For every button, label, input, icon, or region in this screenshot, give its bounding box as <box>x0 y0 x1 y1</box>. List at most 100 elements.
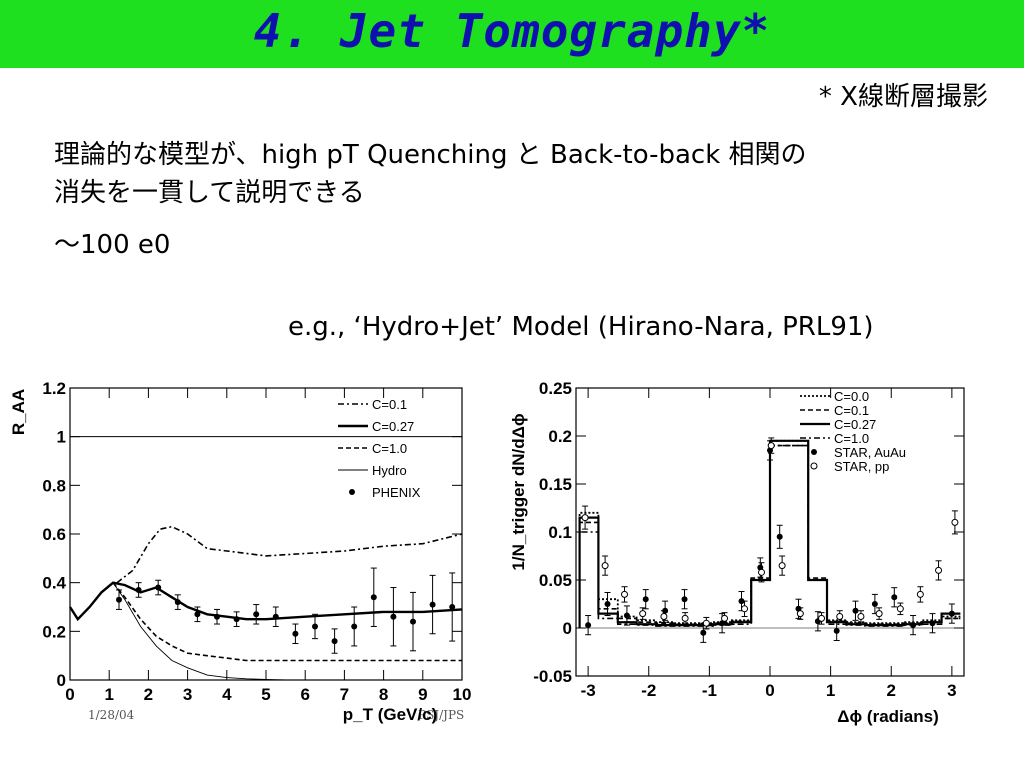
y-tick-label: 0.4 <box>42 574 66 593</box>
legend-marker <box>349 489 355 495</box>
x-tick-label: 6 <box>300 685 309 704</box>
y-tick-label: 1.2 <box>42 379 66 398</box>
example-text: e.g., ‘Hydro+Jet’ Model (Hirano-Nara, PR… <box>288 312 874 342</box>
phenix-point <box>449 604 456 610</box>
star-auau-point <box>948 610 955 617</box>
raa-chart: 0 1 2 3 4 5 6 7 8 9 10 0 0.2 0.4 0.6 0.8 1 1.2 C=0.1 C=0.27… <box>9 379 472 724</box>
phenix-point <box>135 586 142 593</box>
star-pp-point <box>836 612 844 620</box>
star-auau-point <box>738 598 745 605</box>
star-pp-point <box>875 610 883 618</box>
y-tick-label: 0.8 <box>42 476 66 495</box>
legend-label: C=0.27 <box>372 419 414 434</box>
x-tick-label: 3 <box>947 681 956 700</box>
legend-label: C=0.0 <box>834 389 869 404</box>
star-auau-point <box>585 622 592 629</box>
histogram-C027 <box>578 439 961 628</box>
phenix-point <box>351 623 358 630</box>
phenix-point <box>331 638 338 645</box>
y-tick-label: -0.05 <box>533 667 572 686</box>
star-pp-point <box>758 568 766 576</box>
x-tick-label: -1 <box>702 681 717 700</box>
y-tick-label: 0 <box>563 619 572 638</box>
x-tick-label: 2 <box>144 685 153 704</box>
star-pp-point <box>951 518 959 526</box>
phenix-point <box>194 611 201 618</box>
star-auau-point <box>929 620 936 627</box>
phenix-point <box>370 594 377 601</box>
star-pp-point <box>601 562 609 570</box>
legend-marker <box>810 462 818 470</box>
legend-label: STAR, AuAu <box>834 445 906 460</box>
phenix-point <box>292 630 299 637</box>
x-tick-label: 7 <box>340 685 349 704</box>
star-pp-point <box>916 590 924 598</box>
phenix-point <box>233 616 240 623</box>
x-axis-title: p_T (GeV/c) <box>343 705 437 724</box>
star-pp-point <box>741 605 749 613</box>
y-tick-label: 0.6 <box>42 525 66 544</box>
x-tick-label: 8 <box>379 685 388 704</box>
x-tick-label: -3 <box>581 681 596 700</box>
star-pp-point <box>702 619 710 627</box>
y-tick-label: 0.2 <box>548 427 572 446</box>
star-pp-point <box>818 614 826 622</box>
series-line-C10 <box>112 582 462 662</box>
x-axis-title: Δϕ (radians) <box>837 707 938 726</box>
phenix-point <box>312 623 318 630</box>
star-auau-point <box>833 627 840 634</box>
y-tick-label: 0.1 <box>548 523 572 542</box>
x-tick-label: 1 <box>104 685 113 704</box>
x-tick-label: 3 <box>183 685 192 704</box>
star-auau-point <box>891 594 898 601</box>
star-pp-point <box>778 562 786 570</box>
footnote-text: * X線断層撮影 <box>818 82 988 112</box>
legend-label: Hydro <box>372 463 407 478</box>
star-pp-point <box>660 612 668 620</box>
star-auau-point <box>642 596 649 603</box>
phenix-point <box>272 613 279 620</box>
x-tick-label: 1 <box>826 681 835 700</box>
title-bar <box>0 0 1024 68</box>
phenix-point <box>155 584 162 591</box>
star-pp-point <box>796 610 804 618</box>
phenix-point <box>116 596 122 603</box>
x-tick-label: 0 <box>765 681 774 700</box>
body-line-3: ～100 e0 <box>54 230 171 260</box>
y-axis-title: R_AA <box>9 389 28 435</box>
star-auau-point <box>871 601 878 607</box>
star-pp-point <box>639 610 647 618</box>
phenix-point <box>253 611 260 618</box>
star-auau-point <box>776 533 783 540</box>
legend-label: C=0.27 <box>834 417 876 432</box>
phenix-point <box>174 599 181 606</box>
x-tick-label: 4 <box>222 685 232 704</box>
legend-label: C=0.1 <box>834 403 869 418</box>
y-axis-title: 1/N_trigger dN/dΔϕ <box>509 413 528 570</box>
phenix-point <box>390 613 397 620</box>
star-pp-point <box>581 514 589 522</box>
legend-label: C=1.0 <box>372 441 407 456</box>
star-auau-point <box>681 596 688 603</box>
star-auau-point <box>910 622 917 629</box>
x-tick-label: -2 <box>641 681 656 700</box>
slide-title: 4. Jet Tomography* <box>253 4 771 58</box>
y-tick-label: 1 <box>57 428 66 447</box>
star-pp-point <box>935 566 943 574</box>
histogram-C01 <box>578 444 961 628</box>
footer-org: PSJ/JPS <box>418 708 465 722</box>
star-pp-point <box>621 590 628 598</box>
star-auau-point <box>623 612 630 619</box>
star-auau-point <box>604 601 611 607</box>
legend-label: PHENIX <box>372 485 421 500</box>
phenix-point <box>214 613 220 620</box>
y-tick-label: 0.15 <box>539 475 572 494</box>
legend-label: STAR, pp <box>834 459 889 474</box>
y-tick-label: 0.25 <box>539 379 572 398</box>
x-tick-label: 10 <box>453 685 472 704</box>
x-tick-label: 2 <box>887 681 896 700</box>
star-pp-point <box>857 612 865 620</box>
series-line-C01 <box>116 525 463 584</box>
phenix-point <box>429 601 436 608</box>
